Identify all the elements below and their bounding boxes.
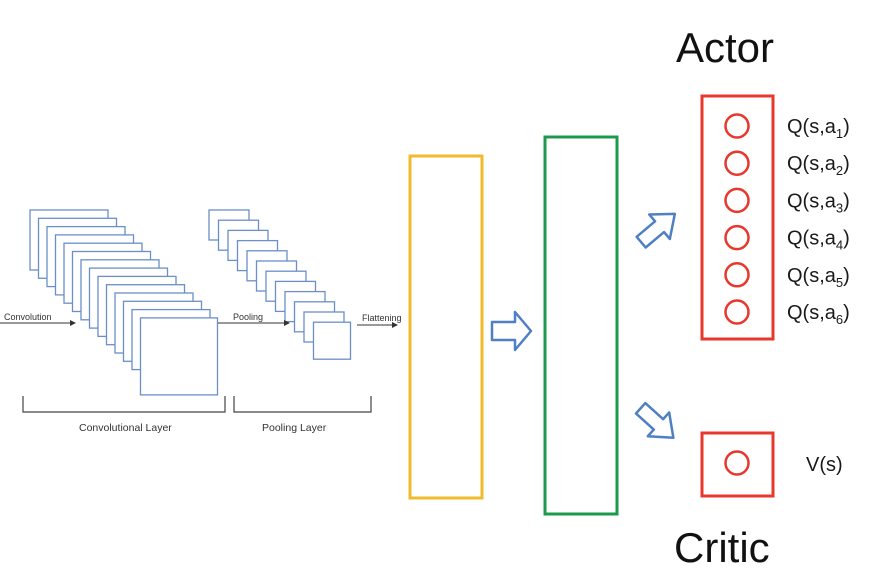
q-value-label: Q(s,a2) (787, 153, 850, 178)
flattened-layer-yellow (408, 154, 484, 500)
actor-output-node (724, 187, 750, 214)
convolution-feature-map (139, 317, 219, 396)
convolutional-layer-brace (22, 396, 226, 413)
arrow-right-icon (490, 310, 533, 352)
convolution-feature-maps (29, 209, 219, 396)
q-value-label: Q(s,a5) (787, 265, 850, 290)
convolution-step-label: Convolution (4, 312, 52, 322)
arrow-down-right-icon (634, 401, 675, 439)
arrow-up-right-icon (635, 212, 677, 249)
flattening-step-arrow (357, 322, 398, 328)
pooling-step-arrow (218, 320, 290, 326)
convolution-step-arrow (0, 320, 76, 326)
actor-output-node (724, 224, 750, 251)
critic-value-label: V(s) (806, 454, 843, 476)
actor-output-node (724, 262, 750, 288)
actor-output-node (724, 299, 750, 325)
hidden-layer-green (543, 135, 619, 516)
q-value-label: Q(s,a3) (787, 190, 850, 215)
pooling-feature-maps (208, 209, 352, 360)
pooling-layer-brace (233, 396, 372, 413)
actor-title: Actor (676, 24, 774, 71)
q-value-label: Q(s,a4) (787, 228, 850, 253)
convolutional-layer-label: Convolutional Layer (79, 422, 172, 434)
pooling-feature-map (312, 321, 352, 360)
critic-output-node (724, 450, 750, 476)
actor-output-layer (700, 94, 775, 341)
pooling-layer-label: Pooling Layer (262, 422, 327, 434)
actor-output-node (724, 113, 750, 139)
q-value-label: Q(s,a6) (787, 302, 850, 327)
actor-output-nodes (724, 113, 750, 325)
critic-output-layer (700, 431, 775, 498)
pooling-step-label: Pooling (233, 312, 263, 322)
flattening-step-label: Flattening (362, 313, 402, 323)
actor-output-node (724, 150, 750, 176)
q-value-label: Q(s,a1) (787, 116, 850, 141)
critic-title: Critic (674, 524, 770, 571)
